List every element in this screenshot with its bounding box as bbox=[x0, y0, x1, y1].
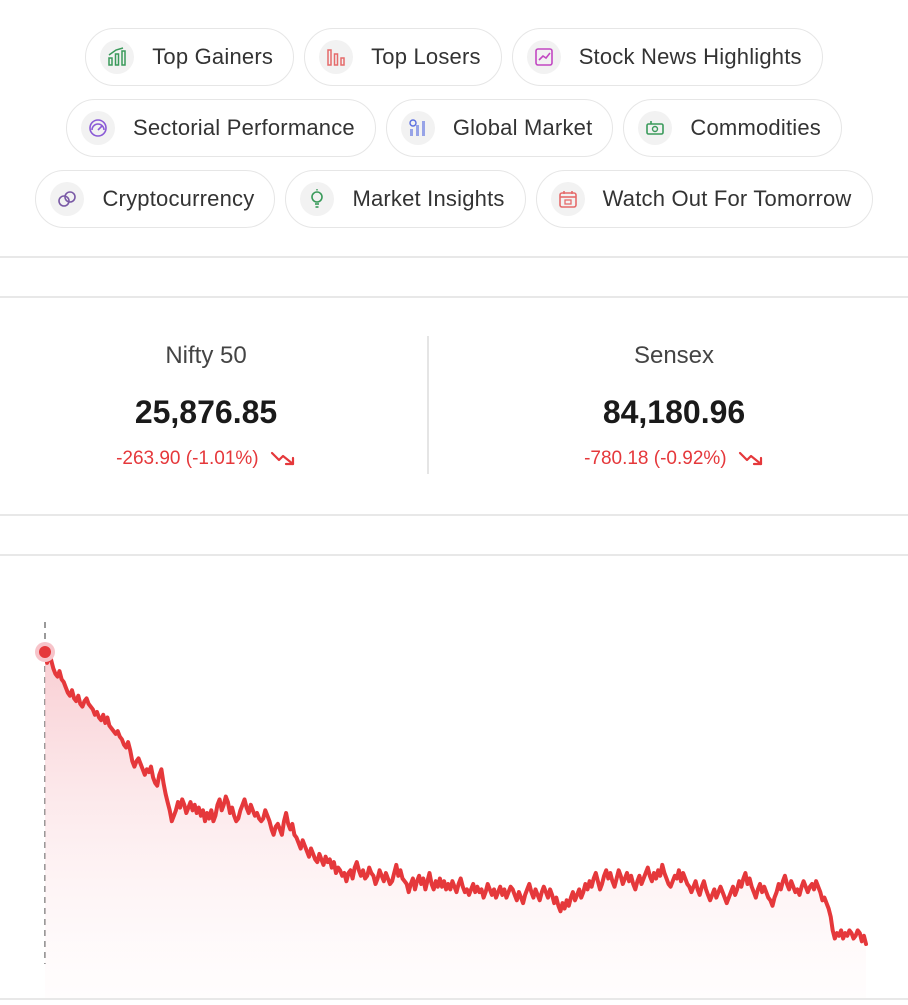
chip-watch-out-for-tomorrow[interactable]: Watch Out For Tomorrow bbox=[536, 170, 873, 228]
chip-top-losers[interactable]: Top Losers bbox=[304, 28, 502, 86]
chip-stock-news-highlights[interactable]: Stock News Highlights bbox=[512, 28, 823, 86]
commodity-money-icon bbox=[638, 111, 672, 145]
chip-commodities[interactable]: Commodities bbox=[623, 99, 842, 157]
index-change-text: -263.90 (-1.01%) bbox=[116, 448, 259, 469]
sector-gauge-icon bbox=[81, 111, 115, 145]
crypto-coins-icon bbox=[50, 182, 84, 216]
losers-bar-icon bbox=[319, 40, 353, 74]
insight-bulb-icon bbox=[300, 182, 334, 216]
chip-label: Top Gainers bbox=[152, 44, 273, 70]
chip-market-insights[interactable]: Market Insights bbox=[285, 170, 525, 228]
index-value: 25,876.85 bbox=[0, 394, 433, 431]
chip-label: Stock News Highlights bbox=[579, 44, 802, 70]
chip-label: Commodities bbox=[690, 115, 821, 141]
trend-down-icon bbox=[270, 450, 296, 466]
gainers-bar-icon bbox=[100, 40, 134, 74]
index-name: Sensex bbox=[447, 342, 901, 370]
chip-label: Market Insights bbox=[352, 186, 504, 212]
divider bbox=[0, 256, 908, 258]
chip-label: Global Market bbox=[453, 115, 593, 141]
chip-top-gainers[interactable]: Top Gainers bbox=[85, 28, 294, 86]
chip-label: Sectorial Performance bbox=[133, 115, 355, 141]
calendar-icon bbox=[551, 182, 585, 216]
chart-area-fill bbox=[45, 652, 866, 1000]
divider bbox=[0, 514, 908, 516]
trend-down-icon bbox=[738, 450, 764, 466]
index-name: Nifty 50 bbox=[0, 342, 433, 370]
news-chart-icon bbox=[527, 40, 561, 74]
chart-marker-point[interactable] bbox=[39, 646, 51, 658]
chip-label: Cryptocurrency bbox=[102, 186, 254, 212]
chip-label: Watch Out For Tomorrow bbox=[603, 186, 852, 212]
index-separator bbox=[427, 336, 429, 474]
index-value: 84,180.96 bbox=[447, 394, 901, 431]
index-summary: Nifty 50 25,876.85 -263.90 (-1.01%) Sens… bbox=[0, 298, 908, 514]
index-change: -263.90 (-1.01%) bbox=[0, 448, 433, 470]
chip-global-market[interactable]: Global Market bbox=[386, 99, 614, 157]
index-change: -780.18 (-0.92%) bbox=[447, 448, 901, 470]
globe-chart-icon bbox=[401, 111, 435, 145]
quick-links-row: Sectorial Performance Global Market Commod… bbox=[0, 99, 908, 157]
quick-links-row: Cryptocurrency Market Insights Watch Out F… bbox=[0, 170, 908, 228]
chip-cryptocurrency[interactable]: Cryptocurrency bbox=[35, 170, 275, 228]
index-change-text: -780.18 (-0.92%) bbox=[584, 448, 727, 469]
chip-sectorial-performance[interactable]: Sectorial Performance bbox=[66, 99, 376, 157]
quick-links-row: Top Gainers Top Losers Stock News Highligh… bbox=[0, 28, 908, 86]
chip-label: Top Losers bbox=[371, 44, 481, 70]
intraday-chart[interactable] bbox=[0, 556, 908, 1000]
quick-links: Top Gainers Top Losers Stock News Highligh… bbox=[0, 0, 908, 256]
divider bbox=[0, 998, 908, 1000]
intraday-chart-svg bbox=[0, 556, 908, 1000]
